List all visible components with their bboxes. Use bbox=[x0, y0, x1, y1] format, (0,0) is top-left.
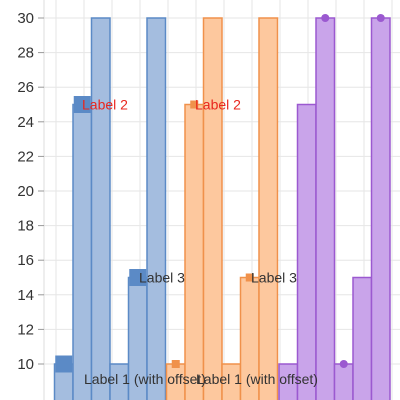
y-tick-label: 10 bbox=[17, 356, 34, 373]
y-tick-label: 26 bbox=[17, 79, 34, 96]
y-tick-label: 30 bbox=[17, 10, 34, 27]
bar bbox=[146, 17, 167, 400]
point-label: Label 3 bbox=[139, 270, 185, 286]
point-marker bbox=[171, 360, 180, 368]
point-label: Label 2 bbox=[195, 97, 241, 113]
point-marker bbox=[339, 360, 348, 368]
point-marker bbox=[73, 96, 91, 113]
point-markers bbox=[55, 14, 385, 373]
bar bbox=[333, 363, 354, 400]
y-tick-label: 28 bbox=[17, 45, 34, 62]
bar bbox=[315, 17, 336, 400]
point-labels: Label 2 Label 2 Label 3 Label 3 Label 1 (wit… bbox=[82, 97, 318, 388]
y-tick-label: 16 bbox=[17, 252, 34, 269]
point-label: Label 3 bbox=[251, 270, 297, 286]
y-tick-label: 20 bbox=[17, 183, 34, 200]
y-tick-label: 18 bbox=[17, 218, 34, 235]
point-marker bbox=[245, 273, 254, 282]
point-label: Label 1 (with offset) bbox=[196, 371, 318, 387]
bar bbox=[370, 17, 391, 400]
bar bbox=[296, 103, 317, 400]
y-tick-label: 22 bbox=[17, 148, 34, 165]
point-marker bbox=[55, 355, 73, 373]
bar bbox=[90, 17, 111, 400]
y-tick-label: 24 bbox=[17, 114, 34, 131]
point-label: Label 2 bbox=[82, 97, 128, 113]
point-marker bbox=[376, 14, 385, 22]
point-label: Label 1 (with offset) bbox=[84, 371, 206, 387]
bar bbox=[184, 103, 205, 400]
y-tick-label: 12 bbox=[17, 321, 34, 338]
y-axis-ticks: 10 12 14 16 18 20 22 24 26 28 30 bbox=[17, 10, 44, 373]
y-tick-label: 14 bbox=[17, 287, 34, 304]
bar bbox=[258, 17, 279, 400]
point-marker bbox=[190, 100, 199, 109]
point-marker bbox=[321, 14, 330, 22]
bars bbox=[53, 17, 391, 400]
bar bbox=[202, 17, 223, 400]
bar bbox=[72, 103, 93, 400]
bar bbox=[352, 276, 373, 400]
point-marker bbox=[129, 269, 147, 286]
